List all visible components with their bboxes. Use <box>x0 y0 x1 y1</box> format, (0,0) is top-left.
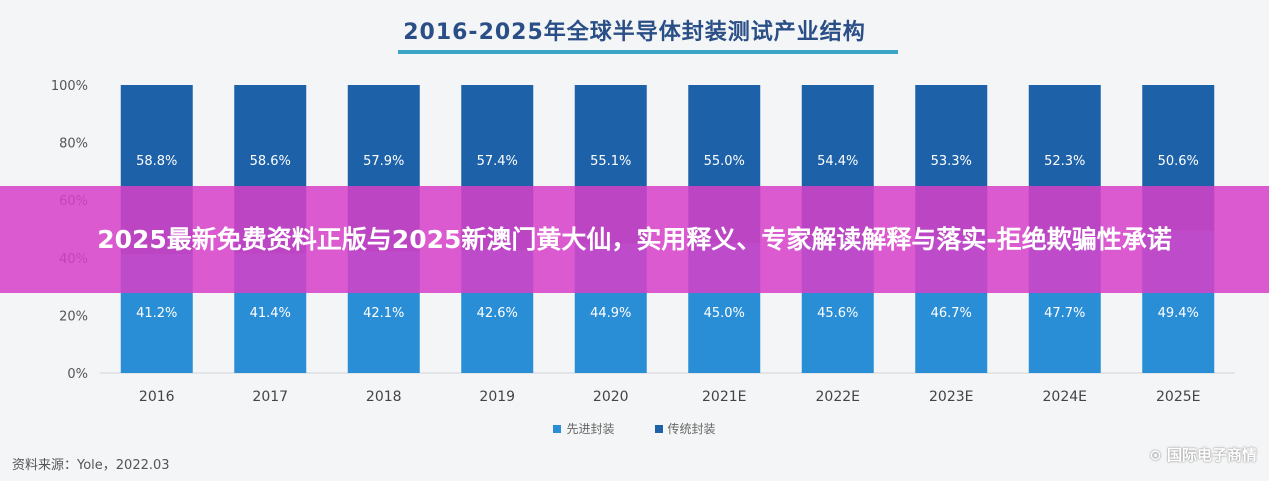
data-label: 50.6% <box>1158 154 1199 169</box>
y-tick-label: 100% <box>51 79 88 94</box>
data-label: 57.4% <box>477 154 518 169</box>
data-label: 41.4% <box>250 306 291 321</box>
overlay-banner: 2025最新免费资料正版与2025新澳门黄大仙，实用释义、专家解读解释与落实-拒… <box>0 186 1269 293</box>
legend-item-traditional[interactable]: 传统封装 <box>654 420 716 437</box>
x-tick-label: 2021E <box>702 389 746 405</box>
legend-swatch-advanced <box>553 424 562 433</box>
x-tick-label: 2017 <box>252 389 288 405</box>
y-tick-label: 0% <box>67 367 88 382</box>
title-underline <box>398 50 898 54</box>
watermark: ⊙ 国际电子商情 <box>1149 444 1257 465</box>
legend-label-traditional: 传统封装 <box>667 422 716 436</box>
wechat-icon: ⊙ <box>1149 446 1167 464</box>
x-tick-label: 2020 <box>593 389 629 405</box>
x-tick-label: 2023E <box>929 389 973 405</box>
data-label: 55.1% <box>590 154 631 169</box>
data-label: 52.3% <box>1044 154 1085 169</box>
watermark-text: 国际电子商情 <box>1166 446 1257 464</box>
data-label: 47.7% <box>1044 306 1085 321</box>
x-tick-label: 2025E <box>1156 389 1200 405</box>
legend-label-advanced: 先进封装 <box>566 422 615 436</box>
data-label: 58.8% <box>136 154 177 169</box>
data-label: 57.9% <box>363 154 404 169</box>
x-tick-label: 2022E <box>816 389 860 405</box>
data-label: 44.9% <box>590 306 631 321</box>
data-label: 41.2% <box>136 306 177 321</box>
x-tick-label: 2019 <box>479 389 515 405</box>
data-label: 42.1% <box>363 306 404 321</box>
data-label: 45.0% <box>704 306 745 321</box>
legend-swatch-traditional <box>654 424 663 433</box>
x-tick-label: 2018 <box>366 389 402 405</box>
data-label: 53.3% <box>931 154 972 169</box>
chart-legend: 先进封装 传统封装 <box>0 420 1269 437</box>
y-tick-label: 20% <box>59 309 88 324</box>
data-label: 46.7% <box>931 306 972 321</box>
legend-item-advanced[interactable]: 先进封装 <box>553 420 615 437</box>
data-label: 49.4% <box>1158 306 1199 321</box>
banner-headline: 2025最新免费资料正版与2025新澳门黄大仙，实用释义、专家解读解释与落实-拒… <box>97 224 1172 254</box>
data-label: 45.6% <box>817 306 858 321</box>
x-tick-label: 2016 <box>139 389 175 405</box>
data-label: 58.6% <box>250 154 291 169</box>
data-label: 55.0% <box>704 154 745 169</box>
source-note: 资料来源：Yole，2022.03 <box>12 458 170 473</box>
data-label: 42.6% <box>477 306 518 321</box>
chart-title: 2016-2025年全球半导体封装测试产业结构 <box>403 20 866 45</box>
x-tick-label: 2024E <box>1043 389 1087 405</box>
y-tick-label: 80% <box>59 137 88 152</box>
data-label: 54.4% <box>817 154 858 169</box>
